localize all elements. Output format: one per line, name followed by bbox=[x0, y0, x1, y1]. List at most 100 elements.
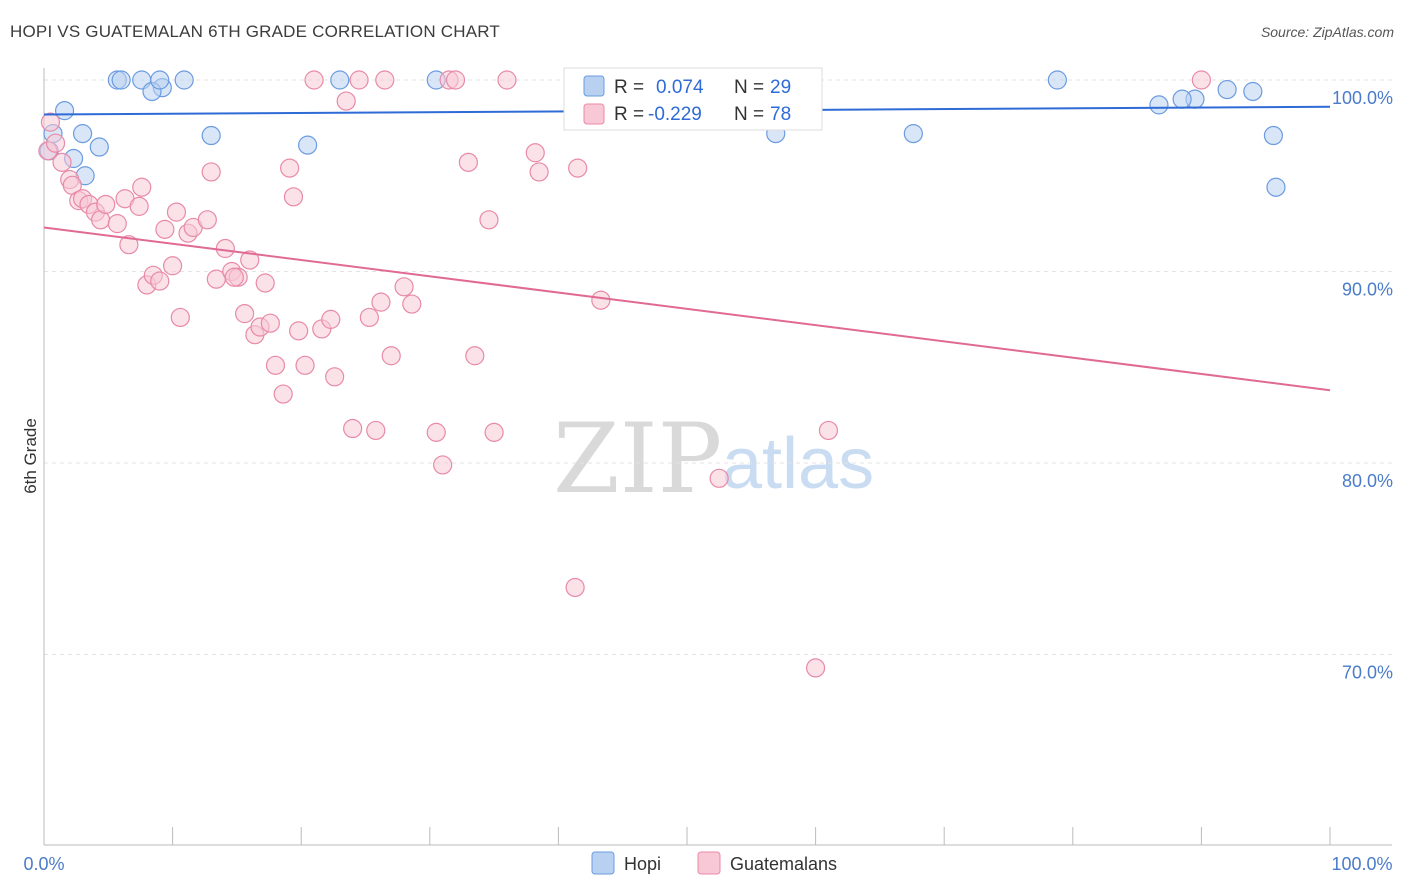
guatemalan-point bbox=[265, 355, 286, 375]
watermark-zip: ZIP bbox=[553, 403, 722, 515]
guatemalan-point bbox=[818, 420, 839, 441]
guatemalan-point bbox=[129, 196, 149, 216]
hopi-point bbox=[1149, 95, 1169, 115]
x-tick-label-max: 100.0% bbox=[1331, 854, 1392, 874]
hopi-point bbox=[111, 70, 131, 90]
hopi-point bbox=[89, 137, 109, 157]
guatemalan-point bbox=[366, 420, 386, 441]
guatemalan-point bbox=[240, 250, 260, 270]
guatemalan-point bbox=[235, 304, 255, 324]
guatemalan-point bbox=[150, 271, 170, 291]
guatemalan-point bbox=[197, 210, 217, 230]
hopi-point bbox=[1266, 177, 1286, 197]
guatemalan-point bbox=[40, 112, 61, 132]
bottom-legend-swatch-hopi bbox=[591, 851, 615, 875]
hopi-point bbox=[1047, 70, 1067, 90]
guatemalan-point bbox=[359, 307, 379, 328]
guatemalan-point bbox=[96, 194, 116, 215]
guatemalan-point bbox=[119, 235, 139, 255]
guatemalan-point bbox=[304, 70, 324, 90]
chart-title: HOPI VS GUATEMALAN 6TH GRADE CORRELATION… bbox=[10, 22, 500, 41]
watermark-atlas: atlas bbox=[722, 424, 874, 504]
y-tick-label: 70.0% bbox=[1342, 663, 1393, 683]
legend-n-value-1: 29 bbox=[770, 77, 791, 98]
guatemalan-point bbox=[381, 346, 401, 366]
guatemalan-point bbox=[525, 143, 545, 163]
x-tick-label-min: 0.0% bbox=[23, 854, 64, 874]
guatemalan-point bbox=[529, 162, 549, 182]
guatemalan-point bbox=[565, 577, 585, 598]
guatemalan-trend-line bbox=[43, 226, 1331, 392]
hopi-point bbox=[201, 125, 221, 146]
guatemalan-point bbox=[591, 290, 611, 310]
guatemalan-point bbox=[132, 177, 152, 197]
guatemalan-point bbox=[479, 210, 499, 230]
guatemalan-point bbox=[336, 91, 356, 111]
guatemalan-point bbox=[433, 455, 453, 475]
legend-n-value-2: 78 bbox=[770, 104, 791, 125]
y-tick-labels: 100.0% 90.0% 80.0% 70.0% bbox=[1332, 88, 1393, 683]
trend-lines bbox=[43, 105, 1331, 392]
hopi-point bbox=[1243, 81, 1263, 102]
guatemalan-point bbox=[1191, 70, 1212, 90]
bottom-legend-hopi: Hopi bbox=[624, 854, 661, 874]
guatemalan-point bbox=[295, 355, 315, 375]
guatemalan-point bbox=[371, 292, 391, 312]
hopi-point bbox=[298, 135, 318, 155]
guatemalan-point bbox=[497, 70, 517, 90]
guatemalan-point bbox=[283, 187, 304, 207]
guatemalan-point bbox=[170, 307, 190, 328]
guatemalan-point bbox=[465, 346, 485, 366]
guatemalan-point bbox=[375, 70, 395, 90]
hopi-point bbox=[150, 70, 170, 90]
guatemalan-point bbox=[484, 422, 504, 442]
series-guatemalans bbox=[38, 70, 1212, 678]
hopi-point bbox=[1263, 125, 1284, 146]
guatemalan-point bbox=[215, 238, 235, 259]
guatemalan-point bbox=[805, 658, 826, 678]
guatemalan-point bbox=[52, 152, 72, 172]
guatemalan-point bbox=[280, 158, 300, 178]
guatemalan-point bbox=[255, 273, 275, 293]
guatemalan-point bbox=[568, 158, 588, 178]
legend-n-label-2: N = bbox=[734, 104, 764, 125]
guatemalan-point bbox=[163, 256, 183, 276]
correlation-legend: R = 0.074 N = 29 R = -0.229 N = 78 bbox=[563, 67, 823, 131]
guatemalan-point bbox=[166, 202, 187, 222]
guatemalan-point bbox=[394, 277, 414, 297]
hopi-point bbox=[903, 124, 923, 144]
legend-r-value-1: 0.074 bbox=[656, 77, 704, 98]
guatemalan-point bbox=[325, 367, 345, 387]
legend-n-label-1: N = bbox=[734, 77, 764, 98]
legend-box bbox=[563, 67, 823, 131]
y-tick-label: 100.0% bbox=[1332, 88, 1393, 108]
guatemalan-point bbox=[273, 384, 293, 404]
guatemalan-point bbox=[349, 70, 369, 90]
guatemalan-point bbox=[343, 418, 363, 439]
guatemalan-point bbox=[201, 162, 221, 182]
y-tick-label: 90.0% bbox=[1342, 280, 1393, 300]
hopi-point bbox=[1217, 79, 1237, 100]
hopi-point bbox=[1172, 89, 1192, 109]
bottom-legend-guatemalans: Guatemalans bbox=[730, 854, 837, 874]
hopi-point bbox=[72, 124, 93, 144]
guatemalan-point bbox=[426, 422, 446, 442]
guatemalan-point bbox=[402, 294, 422, 314]
guatemalan-point bbox=[224, 267, 244, 287]
guatemalan-point bbox=[709, 468, 729, 488]
legend-r-label-1: R = bbox=[614, 77, 644, 98]
y-tick-label: 80.0% bbox=[1342, 471, 1393, 491]
series-legend: Hopi Guatemalans bbox=[591, 851, 837, 875]
legend-r-value-2: -0.229 bbox=[648, 104, 702, 125]
guatemalan-point bbox=[458, 152, 478, 172]
legend-swatch-hopi bbox=[583, 75, 605, 97]
hopi-point bbox=[330, 70, 350, 90]
source-label: Source: ZipAtlas.com bbox=[1260, 24, 1394, 40]
bottom-legend-swatch-guatemalans bbox=[697, 851, 721, 875]
guatemalan-point bbox=[260, 313, 280, 333]
guatemalan-point bbox=[45, 133, 66, 153]
legend-swatch-guatemalans bbox=[583, 103, 605, 125]
y-axis-title: 6th Grade bbox=[21, 418, 40, 494]
guatemalan-point bbox=[321, 309, 341, 329]
